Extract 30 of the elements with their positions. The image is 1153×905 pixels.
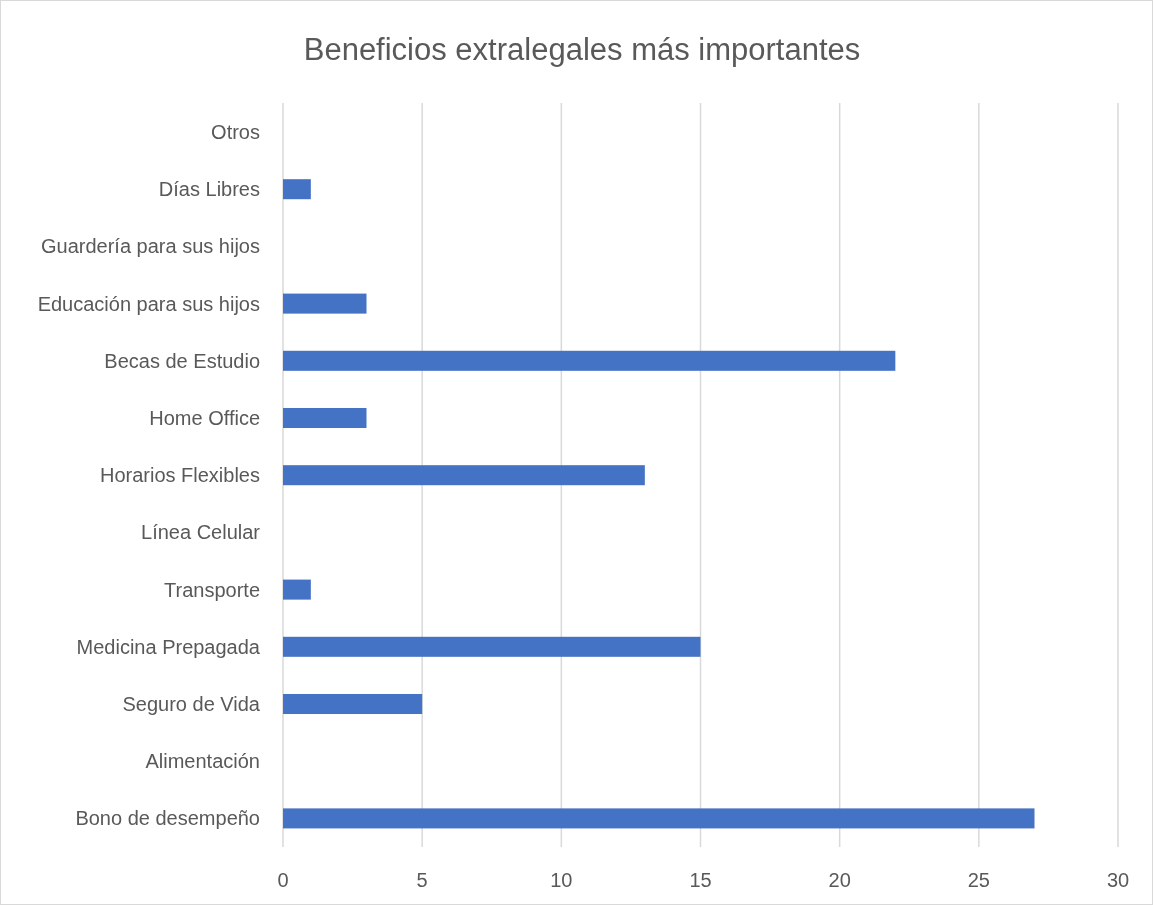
x-tick-label: 30: [1106, 869, 1130, 891]
x-tick-label: 5: [416, 869, 428, 891]
bar: [283, 693, 423, 715]
y-tick-label: Guardería para sus hijos: [40, 235, 260, 258]
y-tick-label: Home Office: [149, 407, 260, 429]
y-tick-label: Seguro de Vida: [122, 693, 261, 715]
bar: [283, 350, 896, 371]
bar: [283, 179, 311, 200]
bar: [283, 808, 1035, 829]
y-tick-label: Educación para sus hijos: [37, 292, 260, 315]
y-tick-label: Otros: [211, 121, 260, 143]
y-tick-label: Días Libres: [158, 178, 260, 201]
bar: [283, 465, 645, 486]
y-tick-label: Bono de desempeño: [75, 807, 260, 830]
bar: [283, 636, 701, 657]
y-tick-label: Becas de Estudio: [104, 349, 260, 372]
x-tick-label: 15: [689, 869, 712, 891]
bar: [283, 579, 311, 600]
y-tick-label: Horarios Flexibles: [99, 464, 260, 487]
chart-title: Beneficios extralegales más importantes: [303, 32, 861, 67]
x-tick-label: 20: [828, 869, 851, 891]
x-tick-label: 10: [550, 869, 573, 891]
x-tick-label: 25: [967, 869, 990, 891]
y-tick-label: Alimentación: [145, 750, 260, 773]
bar: [283, 407, 367, 429]
y-tick-label: Línea Celular: [141, 521, 261, 544]
y-tick-label: Medicina Prepagada: [76, 635, 261, 658]
x-tick-label: 0: [277, 869, 289, 891]
bar: [283, 293, 367, 314]
y-tick-label: Transporte: [164, 578, 260, 601]
